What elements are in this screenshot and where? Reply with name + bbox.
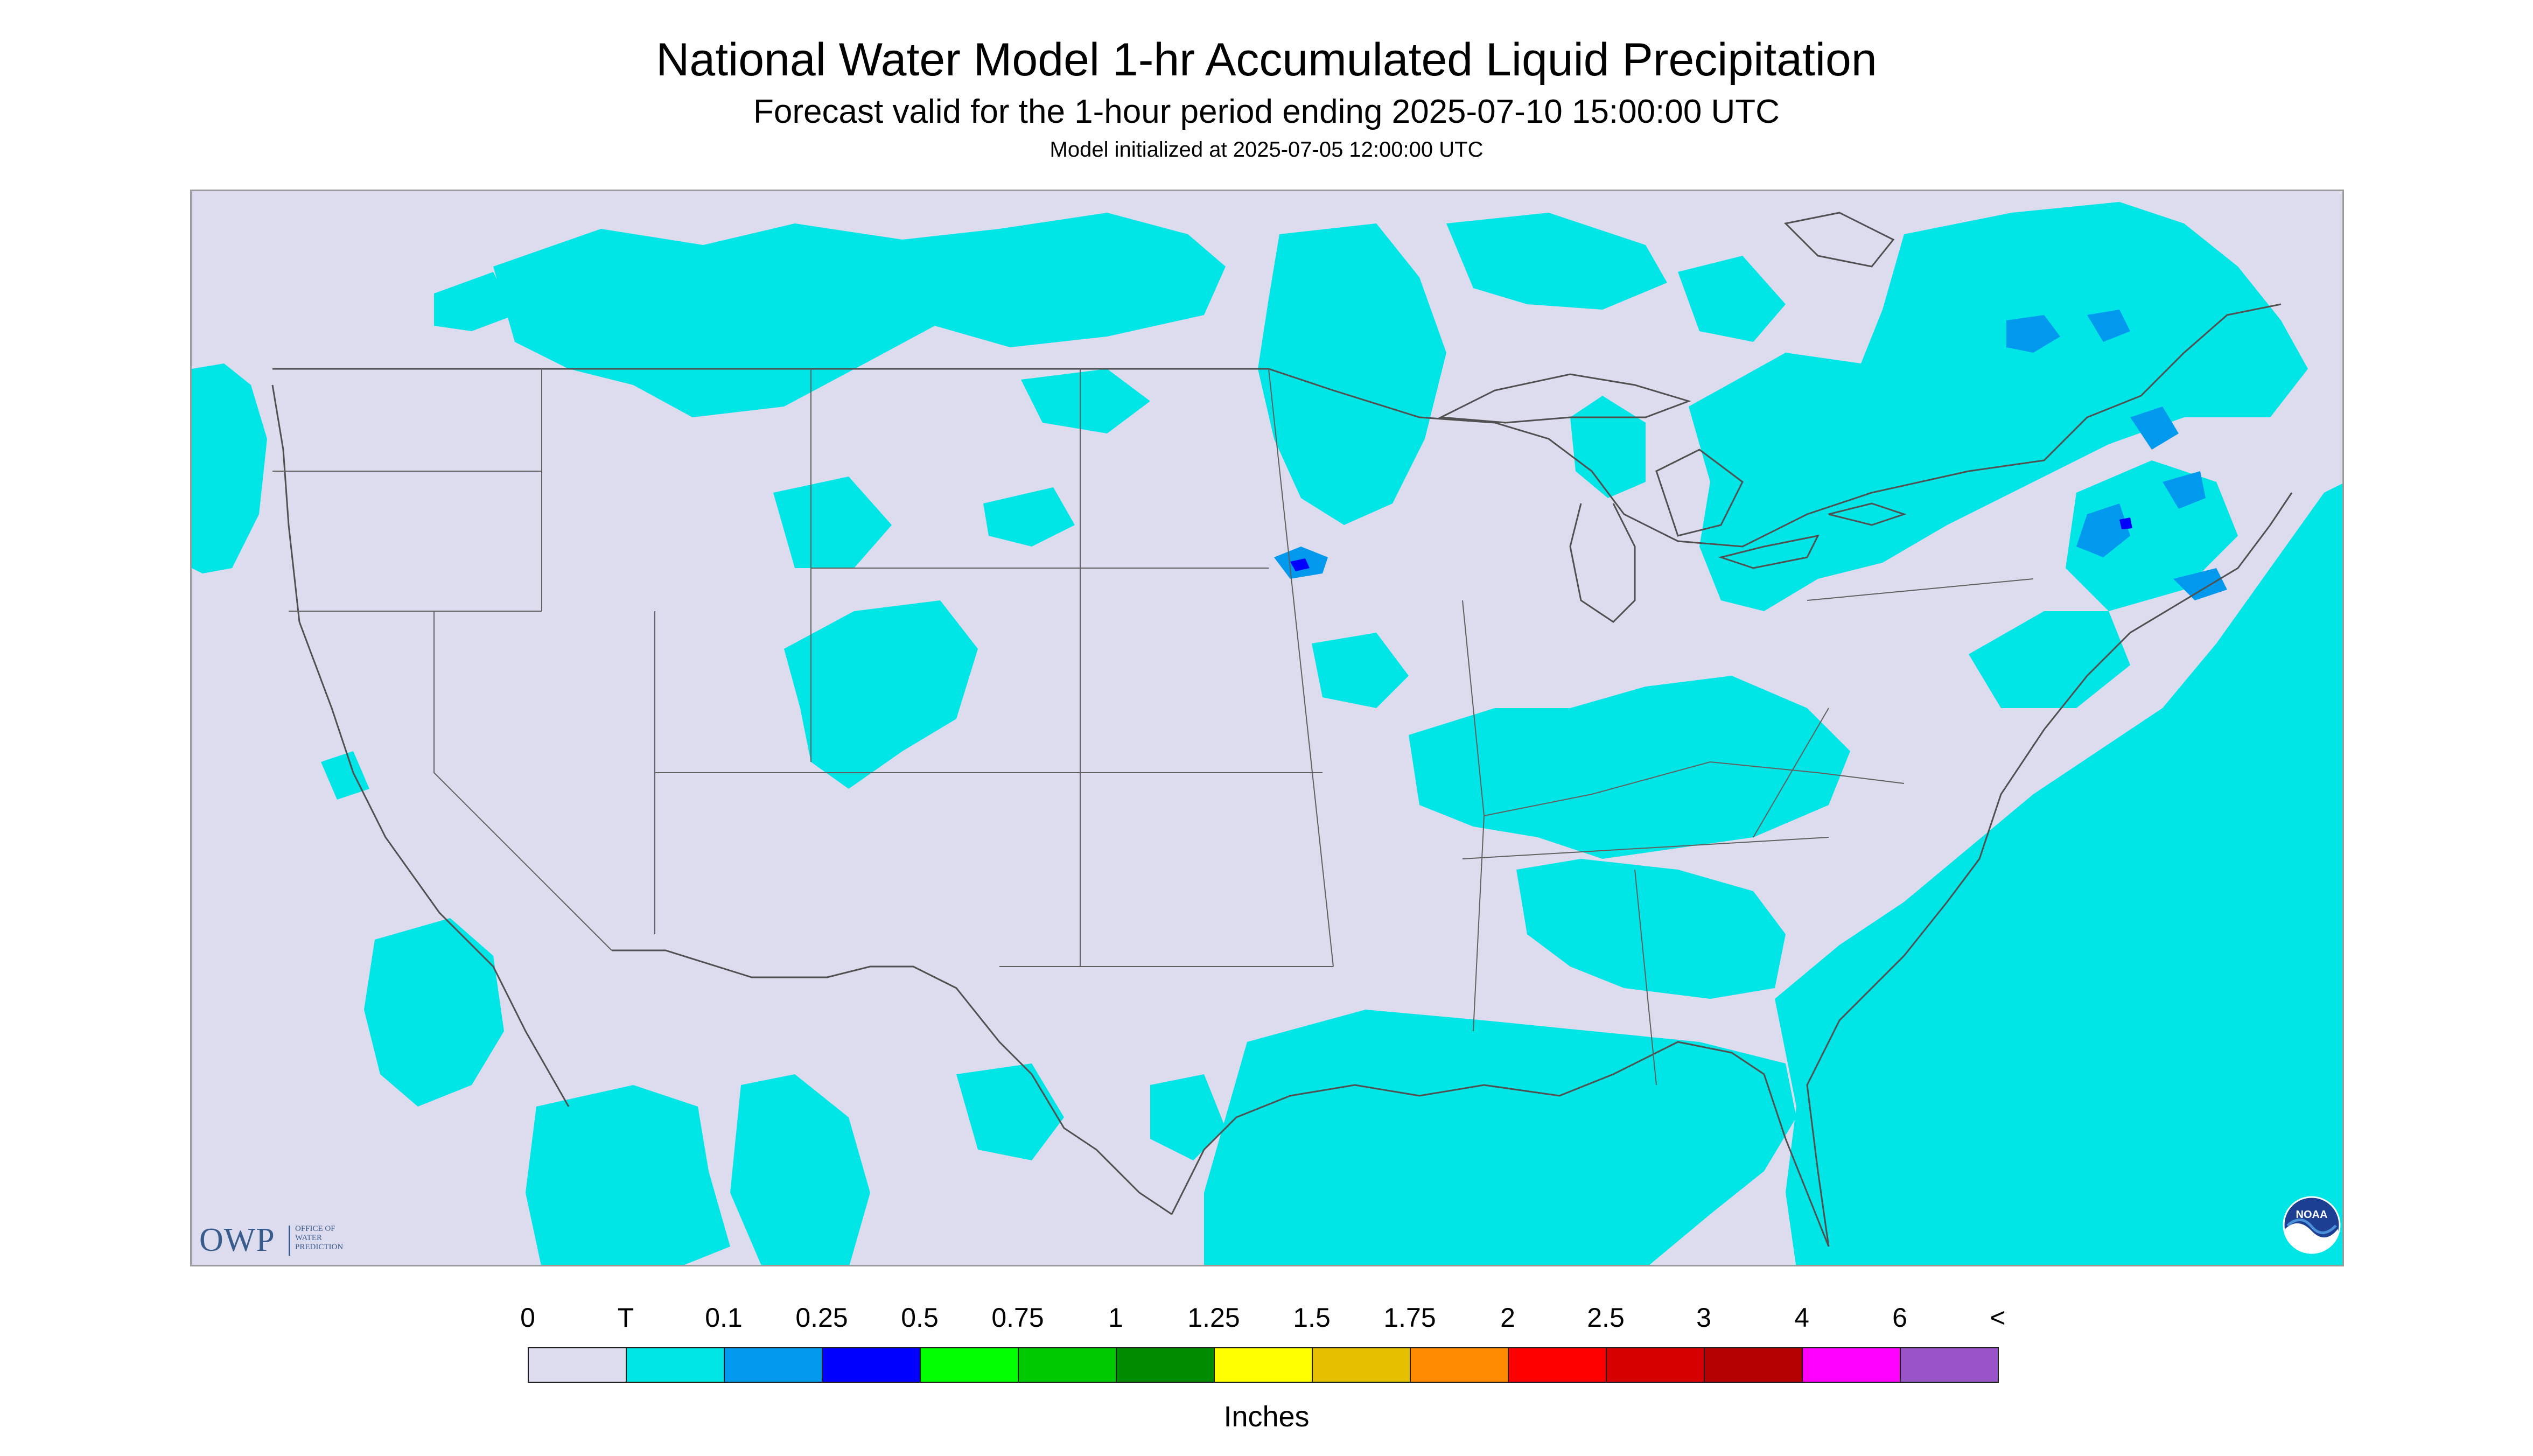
legend-tick-label: 0.1	[705, 1303, 743, 1333]
legend-swatch	[1704, 1347, 1803, 1383]
legend-tick-label: 0.5	[901, 1303, 939, 1333]
legend-tick-label: 6	[1892, 1303, 1907, 1333]
owp-separator	[289, 1226, 290, 1256]
precip-south-dakota	[983, 487, 1075, 547]
precip-quebec-south	[2130, 407, 2179, 450]
forecast-valid-subtitle: Forecast valid for the 1-hour period end…	[753, 93, 1780, 130]
hudson-bay-shore	[1783, 212, 1895, 268]
state-line-pa-ny	[1807, 578, 2034, 601]
gulf-coast	[1171, 1041, 1830, 1247]
legend-tick-label: <	[1990, 1303, 2006, 1333]
precip-upper-great-lakes	[1446, 213, 1667, 310]
state-line-tn	[1462, 837, 1829, 859]
precip-vermont	[2076, 503, 2130, 557]
precipitation-map	[190, 190, 2344, 1266]
precip-montana-prairies	[493, 213, 1226, 417]
legend-tick-label: 0.25	[795, 1303, 848, 1333]
legend-swatch	[1018, 1347, 1117, 1383]
legend-tick-label: 2.5	[1587, 1303, 1625, 1333]
pacific-coast	[271, 384, 570, 1107]
precip-maine	[2163, 471, 2206, 509]
precip-saskatchewan	[1021, 369, 1150, 433]
lake-huron	[1655, 449, 1744, 537]
state-line-mn-ia	[1268, 368, 1334, 967]
legend-swatch	[1900, 1347, 1999, 1383]
precip-wyoming-colorado	[784, 600, 978, 789]
legend-swatch	[1312, 1347, 1411, 1383]
owp-mark: OWP	[199, 1222, 275, 1258]
precip-atlantic-east	[1969, 611, 2130, 708]
precip-ontario-quebec	[1689, 202, 2308, 611]
legend-tick-label: 2	[1500, 1303, 1515, 1333]
legend-swatch	[920, 1347, 1019, 1383]
precip-sonora	[730, 1074, 870, 1265]
precip-ohio-valley	[1409, 676, 1850, 859]
state-line-al-ga	[1634, 869, 1657, 1086]
lake-erie	[1718, 534, 1820, 569]
precip-minnesota	[1258, 223, 1446, 525]
model-init-text: Model initialized at 2025-07-05 12:00:00…	[1049, 138, 1484, 162]
precip-pacific-northwest	[192, 363, 267, 573]
legend-swatch	[724, 1347, 823, 1383]
legend-swatch	[1508, 1347, 1607, 1383]
precip-moderate-areas	[1290, 517, 2132, 571]
precip-nw-mexico	[526, 1085, 730, 1265]
legend-tick-label: 0.75	[991, 1303, 1044, 1333]
us-mexico-border	[612, 949, 1172, 1215]
precip-gulf	[1204, 1010, 1796, 1265]
legend-tick-label: 0	[520, 1303, 535, 1333]
precip-mexico-east	[956, 1063, 1064, 1160]
state-boundaries	[272, 368, 2034, 1086]
legend-tick-label: 1	[1108, 1303, 1123, 1333]
precip-nevada-spot	[321, 751, 369, 800]
precip-lake-superior-east	[1678, 256, 1786, 342]
precip-canada-west	[434, 272, 515, 331]
state-line-appalachia	[1753, 708, 1829, 838]
precip-sierra-madre	[1150, 1074, 1226, 1160]
noaa-logo: NOAA	[2282, 1195, 2341, 1255]
owp-logo: OWP OFFICE OF WATER PREDICTION	[199, 1221, 377, 1259]
legend-swatch	[1214, 1347, 1313, 1383]
map-boundaries	[271, 212, 2293, 1247]
legend-swatch	[528, 1347, 627, 1383]
legend-tick-label: 1.25	[1187, 1303, 1240, 1333]
precip-gulf-of-maine	[2173, 568, 2227, 600]
lake-superior	[1438, 373, 1691, 424]
noaa-mark: NOAA	[2296, 1209, 2328, 1221]
state-line-ca-nv	[433, 611, 612, 951]
lake-ontario	[1828, 502, 1907, 526]
precip-new-england-core	[2119, 517, 2132, 529]
legend-tick-label: 4	[1794, 1303, 1809, 1333]
precip-light-areas	[1274, 310, 2227, 600]
legend-tick-label: 1.5	[1293, 1303, 1331, 1333]
map-title: National Water Model 1-hr Accumulated Li…	[656, 34, 1877, 86]
precip-southeast	[1516, 859, 1786, 999]
legend-units: Inches	[1223, 1401, 1310, 1433]
legend-swatch	[626, 1347, 725, 1383]
us-canada-border	[272, 303, 2282, 548]
precip-quebec-north-2	[2087, 310, 2130, 342]
legend-swatch	[1606, 1347, 1705, 1383]
legend-tick-label: T	[617, 1303, 634, 1333]
precip-minnesota-core	[1290, 558, 1310, 571]
precip-florida-atlantic	[1775, 484, 2342, 1265]
precip-michigan	[1570, 396, 1646, 498]
precip-quebec-north	[2006, 315, 2060, 353]
legend-swatch	[822, 1347, 921, 1383]
legend-swatch	[1116, 1347, 1215, 1383]
precip-trace-areas	[192, 202, 2342, 1265]
legend-tick-label: 1.75	[1383, 1303, 1436, 1333]
atlantic-coast	[1806, 492, 2293, 1247]
precip-baja	[364, 918, 504, 1107]
precip-iowa-missouri	[1312, 633, 1409, 708]
legend-swatch	[1802, 1347, 1901, 1383]
legend-swatch	[1410, 1347, 1509, 1383]
michigan-shore	[1569, 503, 1636, 623]
owp-office-text: OFFICE OF WATER PREDICTION	[295, 1224, 344, 1251]
precip-wy-north	[773, 477, 892, 568]
legend-tick-label: 3	[1696, 1303, 1711, 1333]
state-line-ohio-river	[1484, 761, 1905, 816]
